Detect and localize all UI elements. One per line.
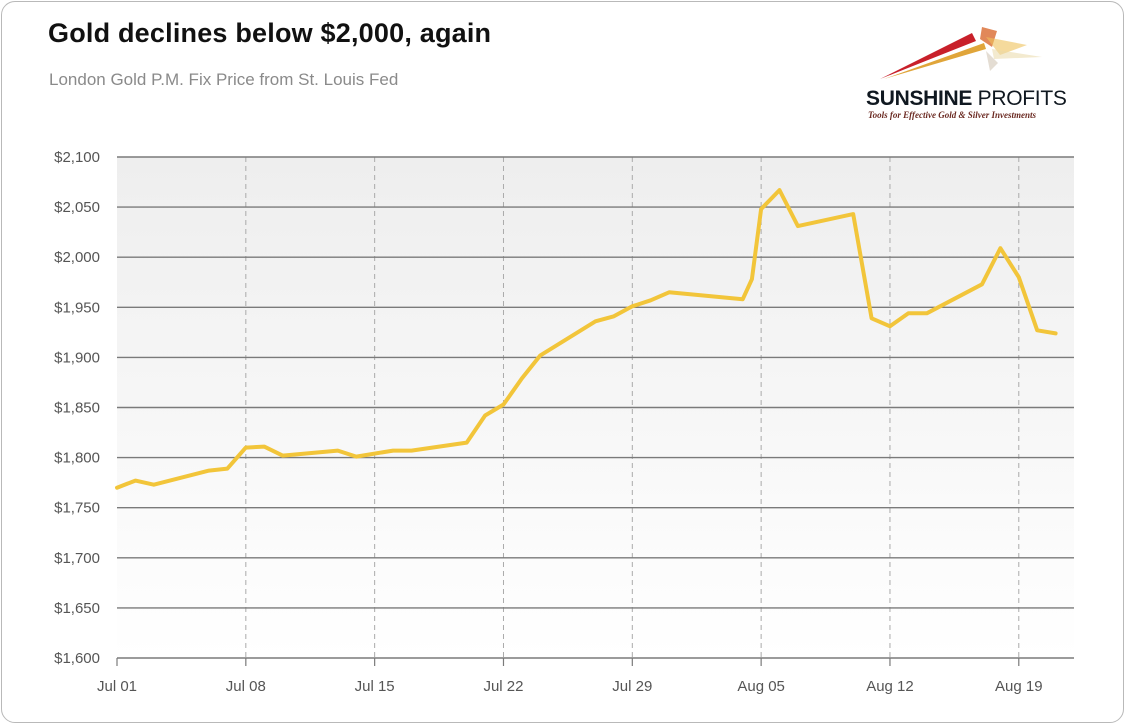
x-tick-label: Jul 15 — [355, 678, 395, 695]
logo-wordmark: SUNSHINE PROFITS — [866, 87, 1067, 111]
horizontal-gridlines — [117, 156, 1074, 659]
x-tick-label: Aug 19 — [995, 678, 1043, 695]
gold-price-line — [115, 188, 1058, 490]
x-tick-label: Jul 22 — [483, 678, 523, 695]
y-tick-label: $1,650 — [54, 600, 100, 617]
logo-tagline: Tools for Effective Gold & Silver Invest… — [868, 110, 1036, 120]
x-tick-label: Jul 01 — [97, 678, 137, 695]
vertical-gridlines — [245, 157, 1020, 658]
y-tick-label: $1,700 — [54, 550, 100, 567]
y-tick-label: $2,000 — [54, 249, 100, 266]
x-tick-label: Jul 29 — [612, 678, 652, 695]
y-tick-label: $1,950 — [54, 299, 100, 316]
sun-rays-icon — [880, 27, 1042, 79]
y-tick-label: $2,100 — [54, 149, 100, 166]
logo-name-bold: SUNSHINE — [866, 87, 973, 110]
chart-title: Gold declines below $2,000, again — [48, 18, 492, 48]
sunshine-profits-logo: SUNSHINE PROFITS Tools for Effective Gol… — [862, 25, 1077, 125]
x-axis-ticks: Jul 01 Jul 08 Jul 15 Jul 22 Jul 29 Aug 05 Aug … — [97, 658, 1043, 695]
y-tick-label: $1,900 — [54, 349, 100, 366]
y-axis-ticks: $1,600 $1,650 $1,700 $1,750 $1,800 $1,850 $1,9… — [54, 149, 100, 667]
y-tick-label: $1,750 — [54, 500, 100, 517]
y-tick-label: $1,600 — [54, 650, 100, 667]
chart-subtitle: London Gold P.M. Fix Price from St. Loui… — [49, 70, 399, 89]
logo-name-light: PROFITS — [972, 87, 1067, 110]
y-tick-label: $1,850 — [54, 400, 100, 417]
x-tick-label: Aug 05 — [737, 678, 785, 695]
y-tick-label: $2,050 — [54, 199, 100, 216]
y-tick-label: $1,800 — [54, 450, 100, 467]
x-tick-label: Jul 08 — [226, 678, 266, 695]
x-tick-label: Aug 12 — [866, 678, 914, 695]
